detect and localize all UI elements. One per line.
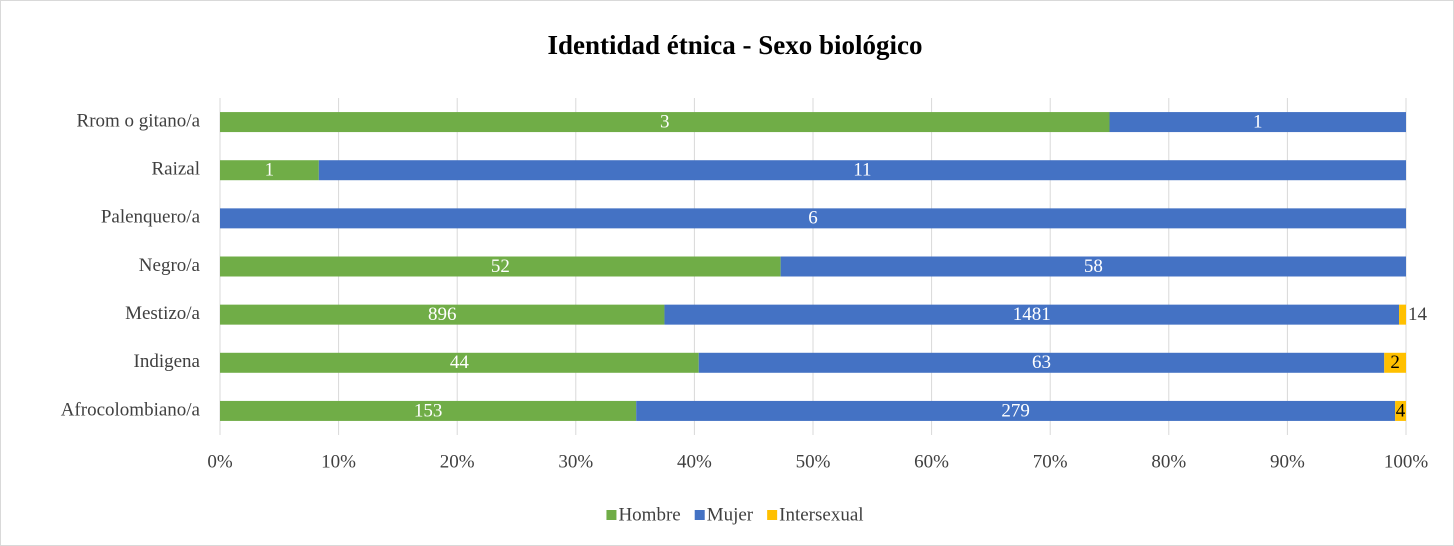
data-label: 63 [1032, 352, 1051, 373]
legend-swatch [694, 510, 705, 520]
bar-segment [780, 256, 1406, 277]
x-tick-label: 80% [1151, 451, 1186, 472]
y-tick-label: Rrom o gitano/a [77, 110, 201, 131]
legend-label: Mujer [707, 504, 754, 525]
data-label: 896 [428, 304, 457, 325]
y-tick-label: Afrocolombiano/a [61, 399, 201, 420]
data-label: 1 [265, 160, 275, 181]
bar-segment [220, 400, 637, 421]
bar-segment [636, 400, 1396, 421]
data-label: 11 [853, 160, 871, 181]
legend-swatch [767, 510, 778, 520]
data-label: 58 [1084, 256, 1103, 277]
bar-segment [664, 304, 1400, 325]
bar-segment [1109, 112, 1406, 133]
x-tick-label: 30% [558, 451, 593, 472]
data-label: 44 [450, 352, 470, 373]
bar-segment [220, 208, 1406, 229]
data-label: 14 [1408, 304, 1428, 325]
legend-label: Intersexual [779, 504, 863, 525]
data-label: 3 [660, 111, 670, 132]
x-tick-label: 0% [207, 451, 233, 472]
x-tick-label: 50% [796, 451, 831, 472]
y-tick-label: Mestizo/a [125, 303, 200, 324]
bar-segment [220, 352, 699, 373]
bar-segment [220, 256, 781, 277]
y-tick-label: Raizal [151, 159, 200, 180]
legend-label: Hombre [618, 504, 680, 525]
bar-segment [318, 160, 1406, 181]
data-label: 4 [1396, 400, 1406, 421]
x-tick-label: 40% [677, 451, 712, 472]
x-tick-label: 100% [1384, 451, 1429, 472]
bar-segment [1399, 304, 1406, 325]
data-label: 6 [808, 208, 818, 229]
x-tick-label: 60% [914, 451, 949, 472]
bar-segment [1395, 400, 1406, 421]
bar-segment [220, 112, 1110, 133]
data-label: 52 [491, 256, 510, 277]
x-tick-label: 20% [440, 451, 475, 472]
x-tick-label: 10% [321, 451, 356, 472]
bar-segment [698, 352, 1385, 373]
chart-title: Identidad étnica - Sexo biológico [547, 30, 922, 60]
data-label: 279 [1001, 400, 1030, 421]
data-label: 1481 [1013, 304, 1051, 325]
x-tick-label: 90% [1270, 451, 1305, 472]
y-tick-label: Negro/a [139, 255, 201, 276]
bar-segment [220, 304, 665, 325]
data-label: 153 [414, 400, 443, 421]
bar-segment [1384, 352, 1406, 373]
data-label: 1 [1253, 111, 1263, 132]
bar-segment [220, 160, 319, 181]
data-label: 2 [1390, 352, 1400, 373]
legend-swatch [606, 510, 617, 520]
y-tick-label: Palenquero/a [101, 207, 201, 228]
y-tick-label: Indigena [134, 351, 201, 372]
x-tick-label: 70% [1033, 451, 1068, 472]
